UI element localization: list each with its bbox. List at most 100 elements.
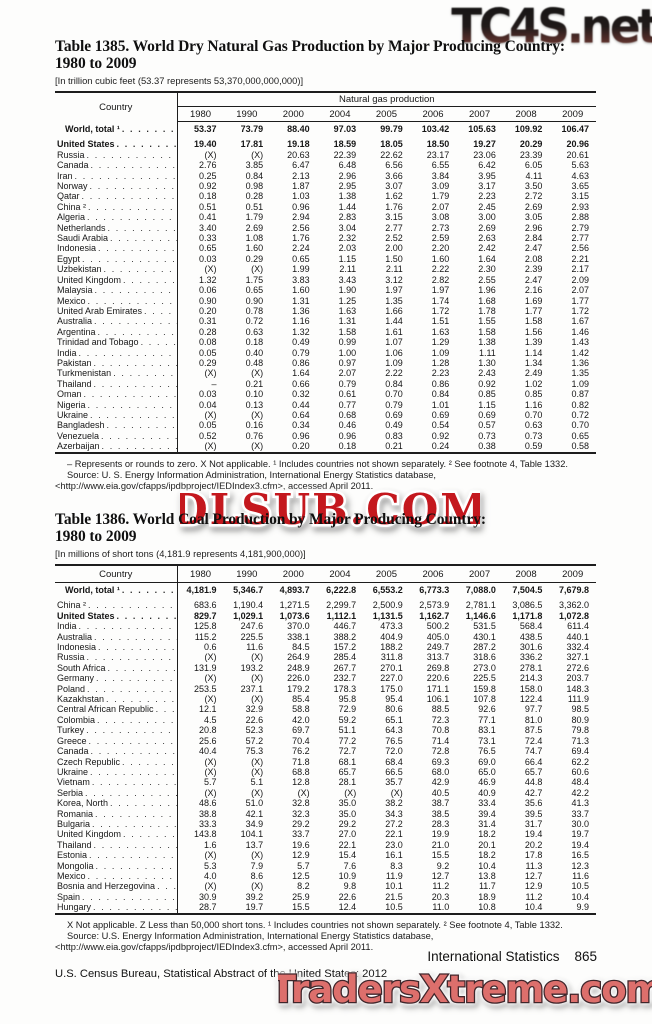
table-row: World, total ¹. . . . . . . . . . . . . … xyxy=(55,582,596,597)
value-cell: 6.48 xyxy=(338,160,357,171)
country-name: Norway xyxy=(57,181,88,192)
value-cell: 115.2 xyxy=(194,631,217,642)
country-cell: United Kingdom. . . . . . . . . . . . . … xyxy=(55,274,178,286)
value-cell: 87.5 xyxy=(524,725,543,736)
table-row: China ². . . . . . . . . . . . . . . . .… xyxy=(55,201,596,213)
table-1386-title-line1: Table 1386. World Coal Production by Maj… xyxy=(55,511,486,528)
value-cell: 13.7 xyxy=(245,839,264,850)
value-cell: 225.5 xyxy=(473,673,496,684)
value-cell: 3.85 xyxy=(245,160,264,171)
value-cell: 2.96 xyxy=(338,170,357,181)
value-cell: 1.36 xyxy=(292,305,310,316)
country-cell: Qatar. . . . . . . . . . . . . . . . . .… xyxy=(55,191,178,202)
value-cell: 22.6 xyxy=(245,714,264,725)
table-row: Ukraine. . . . . . . . . . . . . . . . .… xyxy=(55,409,596,421)
value-cell: 0.31 xyxy=(199,316,217,327)
value-cell: 1.97 xyxy=(431,285,450,296)
value-cell: 0.73 xyxy=(524,430,543,441)
country-name: Malaysia xyxy=(57,285,93,296)
value-cell: 65.7 xyxy=(524,766,543,777)
value-cell: 83.1 xyxy=(478,725,496,736)
value-cell: 0.13 xyxy=(245,399,264,410)
table-1385-title-line1: Table 1385. World Dry Natural Gas Produc… xyxy=(55,38,565,55)
value-cell: (X) xyxy=(251,652,264,663)
country-name: Mexico xyxy=(57,295,86,306)
country-cell: Azerbaijan. . . . . . . . . . . . . . . … xyxy=(55,441,178,453)
country-cell: Uzbekistan. . . . . . . . . . . . . . . … xyxy=(55,264,178,275)
value-cell: 51.1 xyxy=(338,725,357,736)
footnote-line: X Not applicable. Z Less than 50,000 sho… xyxy=(67,919,563,930)
value-cell: 6.56 xyxy=(385,160,403,171)
value-cell: 9.8 xyxy=(343,881,357,892)
value-cell: 19.27 xyxy=(473,139,496,150)
table-row: Azerbaijan. . . . . . . . . . . . . . . … xyxy=(55,441,596,453)
value-cell: 2.94 xyxy=(292,212,310,223)
value-cell: 1.00 xyxy=(338,347,357,358)
country-cell: Australia. . . . . . . . . . . . . . . .… xyxy=(55,316,178,327)
country-name: Korea, North xyxy=(57,798,109,809)
value-cell: 53.37 xyxy=(194,124,217,134)
value-cell: 232.7 xyxy=(333,673,357,684)
value-cell: 3.83 xyxy=(292,274,310,285)
value-cell: 3.09 xyxy=(431,181,450,192)
value-cell: 2.13 xyxy=(292,170,310,181)
value-cell: 0.03 xyxy=(199,253,217,264)
value-cell: 3.95 xyxy=(478,170,496,181)
value-cell: 159.8 xyxy=(473,683,496,694)
value-cell: 2.77 xyxy=(571,233,589,244)
value-cell: (X) xyxy=(204,441,217,452)
country-cell: Turkmenistan. . . . . . . . . . . . . . … xyxy=(55,368,178,379)
value-cell: 0.79 xyxy=(385,399,403,410)
dot-leader: . . . . . . . . . . . . . . . . . . . . … xyxy=(123,274,177,285)
value-cell: 1.58 xyxy=(478,326,496,337)
value-cell: 0.49 xyxy=(292,337,310,348)
value-cell: 287.2 xyxy=(473,642,496,653)
country-name: Australia xyxy=(57,316,93,327)
dot-leader: . . . . . . . . . . . . . . . . . . . . … xyxy=(97,326,176,337)
value-cell: 1.03 xyxy=(292,191,310,202)
value-cell: 10.5 xyxy=(571,881,589,892)
country-column-header: Country xyxy=(55,92,178,122)
country-cell: Russia. . . . . . . . . . . . . . . . . … xyxy=(55,652,178,663)
value-cell: 11.3 xyxy=(525,860,543,871)
dot-leader: . . . . . . . . . . . . . . . . . . . . … xyxy=(89,850,176,861)
value-cell: (X) xyxy=(204,881,217,892)
value-cell: 143.8 xyxy=(194,829,217,840)
table-row: Saudi Arabia. . . . . . . . . . . . . . … xyxy=(55,233,596,244)
value-cell: 52.3 xyxy=(245,725,264,736)
value-cell: 7,504.5 xyxy=(512,585,543,595)
value-cell: 11.2 xyxy=(525,891,543,902)
value-cell: 148.3 xyxy=(566,683,589,694)
dot-leader: . . . . . . . . . . . . . . . . . . . . … xyxy=(93,902,176,913)
value-cell: 31.7 xyxy=(524,818,543,829)
value-cell: 32.8 xyxy=(292,798,310,809)
value-cell: 18.59 xyxy=(333,139,357,150)
value-cell: 1.62 xyxy=(385,191,403,202)
value-cell: 41.3 xyxy=(571,798,589,809)
dot-leader: . . . . . . . . . . . . . . . . . . . . … xyxy=(155,704,177,715)
dot-leader: . . . . . . . . . . . . . . . . . . . . … xyxy=(78,621,176,632)
value-cell: 38.2 xyxy=(385,798,403,809)
value-cell: 1.58 xyxy=(524,316,543,327)
value-cell: 18.2 xyxy=(478,829,496,840)
footnote-line: – Represents or rounds to zero. X Not ap… xyxy=(67,458,568,469)
value-cell: (X) xyxy=(204,766,217,777)
country-name: World, total ¹ xyxy=(65,585,120,595)
value-cell: 70.4 xyxy=(292,735,310,746)
value-cell: 38.5 xyxy=(431,808,450,819)
country-cell: Bulgaria. . . . . . . . . . . . . . . . … xyxy=(55,818,178,830)
table-row: Serbia. . . . . . . . . . . . . . . . . … xyxy=(55,787,596,799)
value-cell: 97.03 xyxy=(333,124,357,134)
table-row: Pakistan. . . . . . . . . . . . . . . . … xyxy=(55,357,596,369)
value-cell: 12.7 xyxy=(524,870,543,881)
value-cell: 2.69 xyxy=(524,201,543,212)
value-cell: 0.97 xyxy=(338,357,357,368)
dot-leader: . . . . . . . . . . . . . . . . . . . . … xyxy=(90,160,177,171)
value-cell: 0.48 xyxy=(245,357,264,368)
value-cell: 1.01 xyxy=(431,399,450,410)
value-cell: 19.7 xyxy=(245,902,264,913)
value-cell: 264.9 xyxy=(287,652,310,663)
year-header: 2004 xyxy=(316,565,364,583)
value-cell: 18.2 xyxy=(478,850,496,861)
